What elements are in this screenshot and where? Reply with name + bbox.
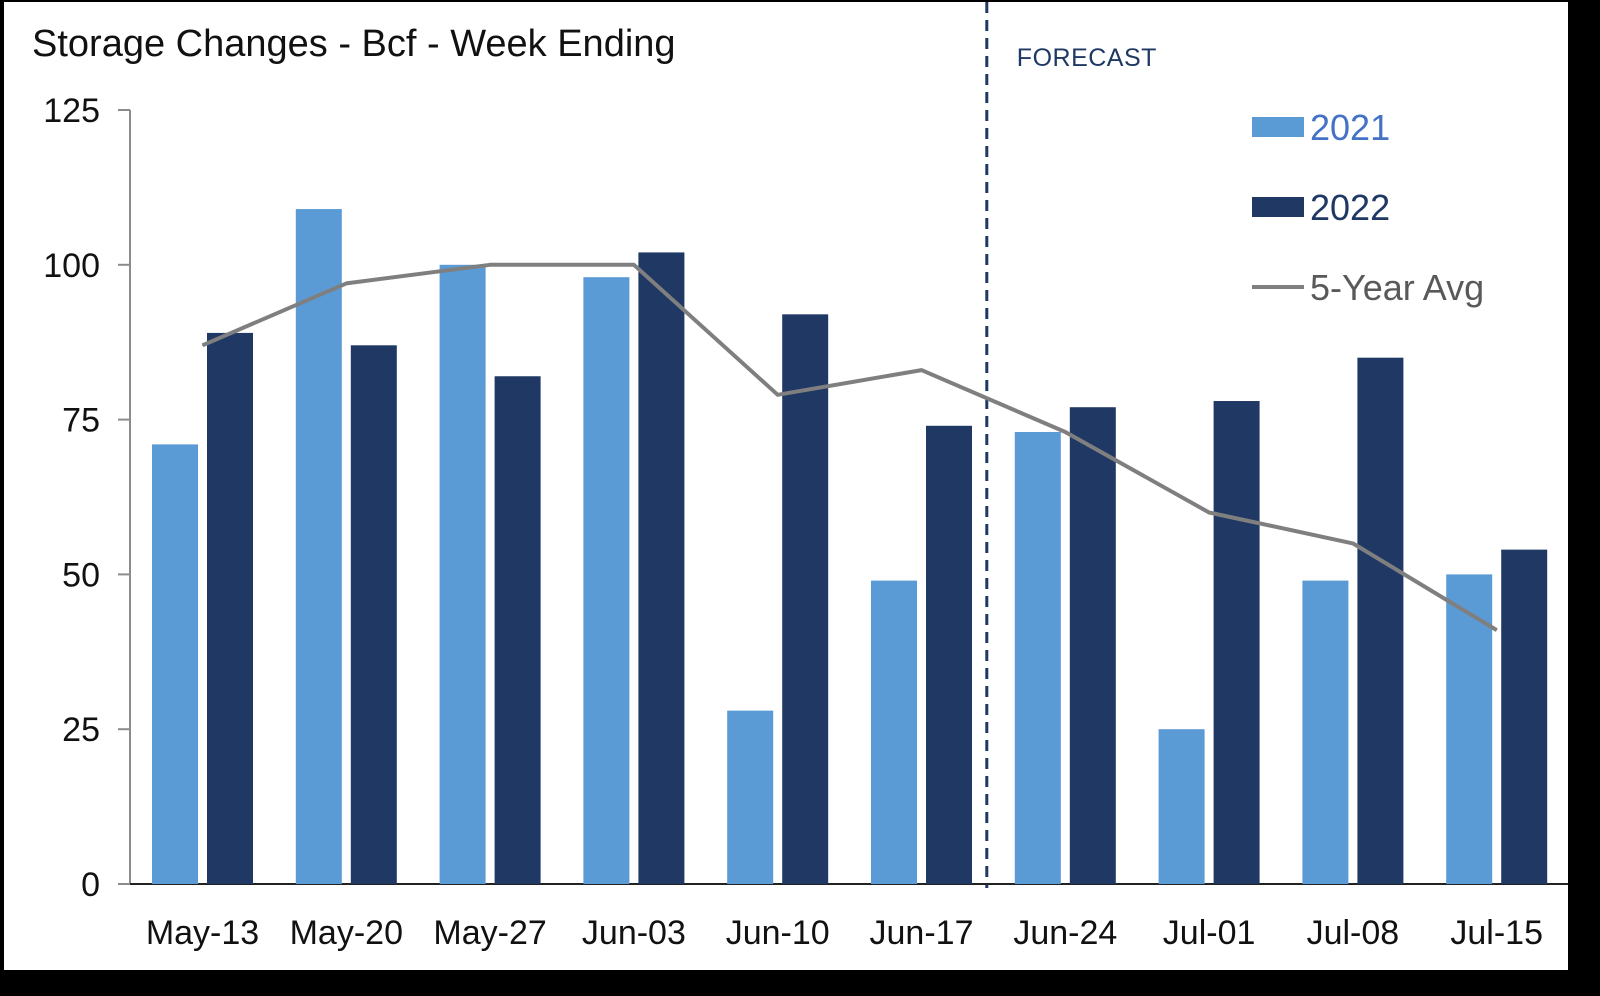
legend: 2021 2022 5-Year Avg (1252, 107, 1484, 308)
x-tick-label: Jul-15 (1450, 914, 1543, 952)
bar-2022-jul-15 (1501, 549, 1548, 884)
y-tick-label: 125 (43, 92, 100, 130)
bar-2022-jul-08 (1357, 357, 1404, 884)
x-tick-label: Jun-03 (582, 914, 686, 952)
bar-2021-jul-01 (1158, 729, 1205, 884)
avg-point-may-27 (489, 264, 491, 266)
legend-swatch-2021 (1252, 117, 1304, 137)
y-tick-label: 50 (62, 556, 100, 594)
avg-point-jun-17 (921, 369, 922, 371)
bar-2021-jul-08 (1302, 580, 1349, 884)
legend-swatch-2022 (1252, 197, 1304, 217)
forecast-label: FORECAST (1017, 44, 1157, 72)
x-tick-label: Jul-08 (1307, 914, 1400, 952)
legend-label: 5-Year Avg (1310, 267, 1484, 308)
bar-2022-jun-17 (926, 425, 972, 884)
bar-2022-jun-10 (782, 314, 829, 884)
bar-2022-may-27 (494, 376, 541, 884)
x-axis: May-13 May-20 May-27 Jun-03 Jun-10 Jun-17 Jun-… (130, 883, 1568, 952)
bar-2021-jul-15 (1446, 574, 1493, 884)
bar-2021-jun-24 (1014, 431, 1061, 884)
bars-group (152, 209, 1548, 885)
bar-2021-jun-03 (583, 277, 630, 885)
bar-2022-may-13 (207, 332, 253, 884)
bar-2021-may-20 (295, 209, 342, 884)
x-tick-label: May-20 (290, 914, 403, 952)
storage-chart: Storage Changes - Bcf - Week Ending FORE… (32, 2, 1568, 952)
avg-point-may-20 (345, 282, 347, 284)
avg-point-jul-15 (1496, 629, 1498, 631)
avg-point-jun-03 (633, 264, 635, 266)
chart-panel: Storage Changes - Bcf - Week Ending FORE… (4, 2, 1568, 970)
x-tick-label: May-13 (146, 914, 259, 952)
avg-point-jun-24 (1064, 431, 1066, 433)
bar-2022-jul-01 (1213, 401, 1260, 884)
y-tick-label: 25 (62, 711, 100, 749)
y-tick-label: 0 (81, 866, 100, 904)
legend-label: 2022 (1310, 187, 1390, 228)
bar-2021-may-27 (439, 264, 486, 884)
bar-2022-jun-03 (638, 252, 685, 884)
bar-2021-jun-10 (727, 710, 774, 884)
bar-2022-jun-24 (1069, 407, 1116, 884)
x-tick-label: May-27 (433, 914, 546, 952)
x-tick-label: Jun-17 (870, 914, 974, 952)
y-tick-label: 100 (43, 247, 100, 285)
avg-point-jun-10 (777, 394, 779, 396)
chart-title: Storage Changes - Bcf - Week Ending (32, 23, 676, 65)
x-tick-label: Jun-10 (726, 914, 830, 952)
bar-2022-may-20 (350, 345, 397, 884)
avg-point-jul-08 (1352, 542, 1354, 544)
y-axis: 0 25 50 75 100 125 (43, 92, 131, 904)
avg-line (201, 262, 1498, 632)
y-tick-label: 75 (62, 402, 100, 440)
bar-2021-may-13 (152, 444, 198, 884)
avg-line-group (201, 262, 1498, 632)
bar-2021-jun-17 (871, 580, 917, 884)
x-tick-label: Jul-01 (1163, 914, 1256, 952)
x-tick-label: Jun-24 (1013, 914, 1117, 952)
avg-point-may-13 (202, 344, 203, 346)
avg-point-jul-01 (1208, 511, 1210, 513)
legend-label: 2021 (1310, 107, 1390, 148)
